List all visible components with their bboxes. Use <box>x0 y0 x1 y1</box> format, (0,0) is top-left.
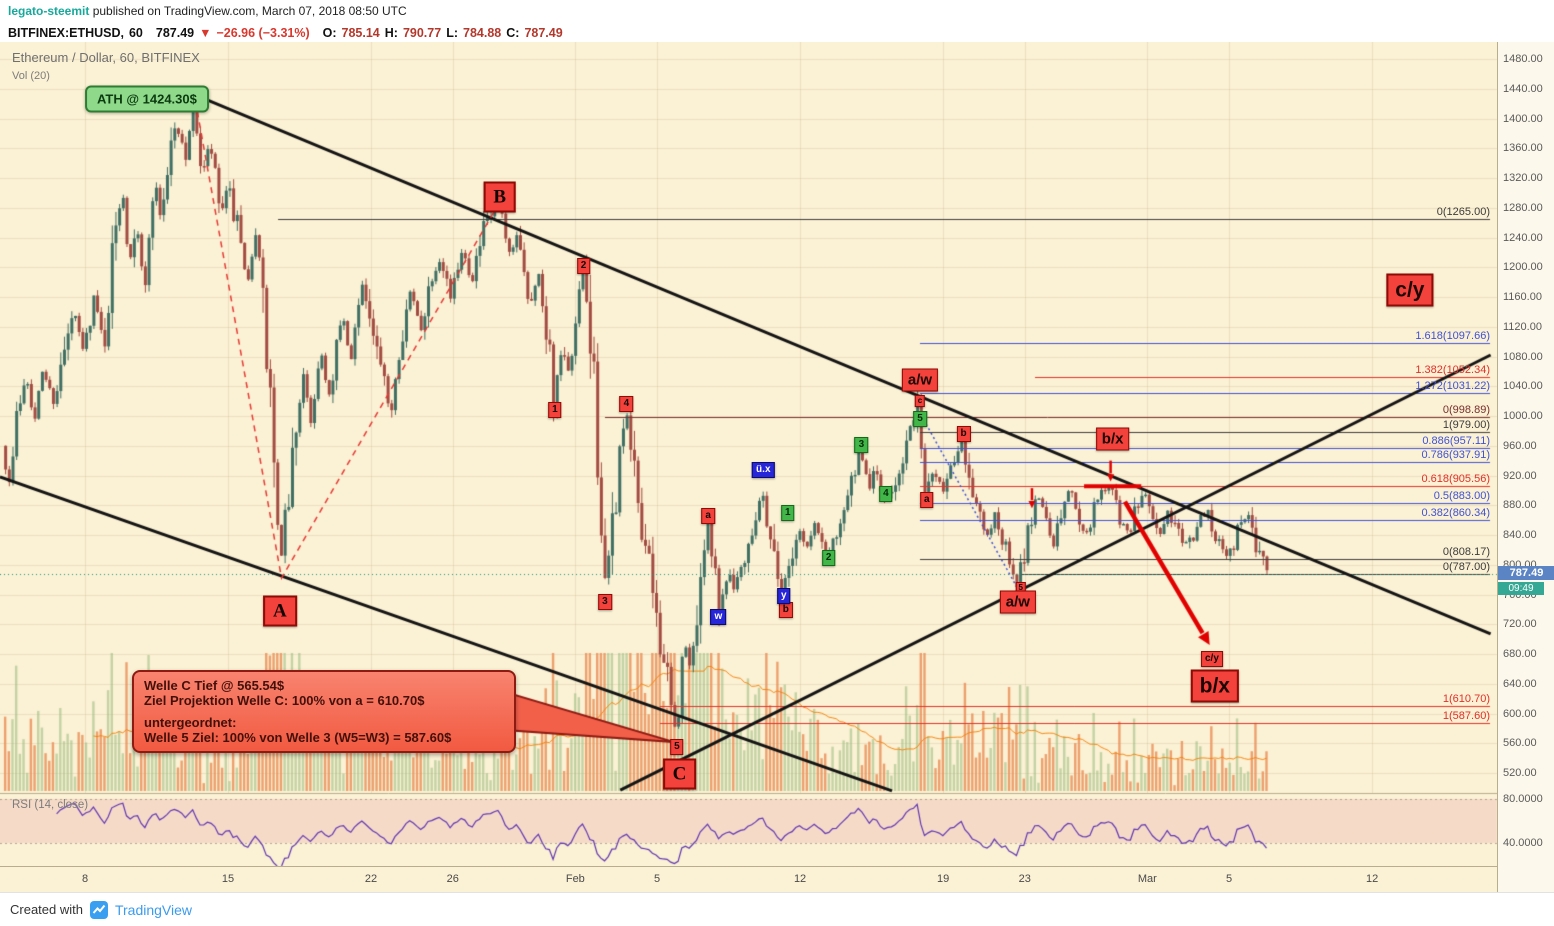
open-label: O: <box>322 26 337 40</box>
last-price: 787.49 <box>155 26 195 40</box>
price-tick: 1080.00 <box>1503 350 1543 363</box>
last-price-badge: 787.49 <box>1498 566 1554 581</box>
price-tick: 1480.00 <box>1503 53 1543 65</box>
rsi-indicator-label[interactable]: RSI (14, close) <box>12 799 89 811</box>
price-tick: 840.00 <box>1503 529 1537 541</box>
price-axis[interactable]: 1480.00 1440.00 1400.00 1360.00 1320.00 1280.… <box>1497 42 1554 892</box>
tradingview-brand-link[interactable]: TradingView <box>114 901 193 918</box>
high-value: 790.77 <box>402 26 442 40</box>
time-tick: Mar <box>1137 873 1157 885</box>
rsi-tick: 40.0000 <box>1503 837 1543 849</box>
price-tick: 1040.00 <box>1503 380 1543 393</box>
price-tick: 520.00 <box>1503 767 1537 779</box>
price-tick: 1000.00 <box>1503 410 1543 422</box>
time-tick: Feb <box>565 873 585 885</box>
price-change: −26.96 (−3.31%) <box>216 26 310 40</box>
tradingview-logo-icon <box>89 900 108 919</box>
time-tick: 12 <box>1365 873 1379 885</box>
price-tick: 1400.00 <box>1503 112 1543 125</box>
time-tick: 8 <box>81 873 89 885</box>
symbol-info-bar: BITFINEX:ETHUSD, 60 787.49 ▼ −26.96 (−3.… <box>0 21 1554 42</box>
footer-bar: Created with TradingView <box>0 892 1554 926</box>
low-value: 784.88 <box>463 26 502 40</box>
price-tick: 1280.00 <box>1503 201 1543 214</box>
price-tick: 1240.00 <box>1503 231 1543 244</box>
close-value: 787.49 <box>524 26 563 40</box>
price-tick: 1120.00 <box>1503 320 1542 333</box>
time-tick: 15 <box>221 873 235 885</box>
published-text: published on TradingView.com, March 07, … <box>89 4 407 18</box>
publish-info-bar: legato-steemit published on TradingView.… <box>0 0 1554 21</box>
time-axis[interactable]: 8 15 22 26 Feb 5 12 19 23 Mar 5 12 <box>0 866 1497 892</box>
price-tick: 920.00 <box>1503 469 1537 482</box>
time-tick: 19 <box>936 873 950 885</box>
price-tick: 600.00 <box>1503 707 1537 720</box>
created-with-text: Created with <box>10 902 83 917</box>
time-tick: 5 <box>653 873 661 885</box>
price-tick: 1200.00 <box>1503 261 1543 274</box>
price-tick: 1160.00 <box>1503 291 1542 303</box>
price-chart-canvas[interactable] <box>0 42 1554 892</box>
close-label: C: <box>506 26 520 40</box>
symbol-name[interactable]: BITFINEX:ETHUSD, <box>8 26 124 40</box>
chart-stage: B A C 1 2 3 4 5 a b b a c 5 1 2 3 4 5 ü.x w y a/w b/x a/w c/y c/y b… <box>0 42 1554 892</box>
pane-title-block: Ethereum / Dollar, 60, BITFINEX Vol (20) <box>12 50 200 82</box>
price-tick: 1360.00 <box>1503 142 1543 155</box>
time-tick: 5 <box>1226 873 1233 885</box>
bar-countdown-badge: 09:49 <box>1498 582 1544 596</box>
chart-title: Ethereum / Dollar, 60, BITFINEX <box>12 50 200 65</box>
low-label: L: <box>446 26 458 40</box>
price-tick: 1440.00 <box>1503 82 1543 95</box>
price-tick: 880.00 <box>1503 499 1537 512</box>
change-arrow-icon: ▼ <box>199 26 212 40</box>
price-tick: 960.00 <box>1503 439 1537 452</box>
high-label: H: <box>384 26 398 40</box>
time-tick: 26 <box>446 873 459 885</box>
time-tick: 22 <box>364 873 378 885</box>
time-tick: 23 <box>1018 873 1031 885</box>
price-tick: 680.00 <box>1503 648 1537 660</box>
price-tick: 720.00 <box>1503 618 1537 631</box>
price-tick: 1320.00 <box>1503 172 1543 184</box>
open-value: 785.14 <box>341 26 380 40</box>
price-tick: 640.00 <box>1503 677 1537 690</box>
rsi-tick: 80.0000 <box>1503 793 1543 805</box>
interval[interactable]: 60 <box>128 26 143 40</box>
volume-indicator-label[interactable]: Vol (20) <box>12 70 50 82</box>
time-tick: 12 <box>793 873 807 885</box>
price-tick: 560.00 <box>1503 737 1537 750</box>
publisher-name[interactable]: legato-steemit <box>8 4 90 18</box>
